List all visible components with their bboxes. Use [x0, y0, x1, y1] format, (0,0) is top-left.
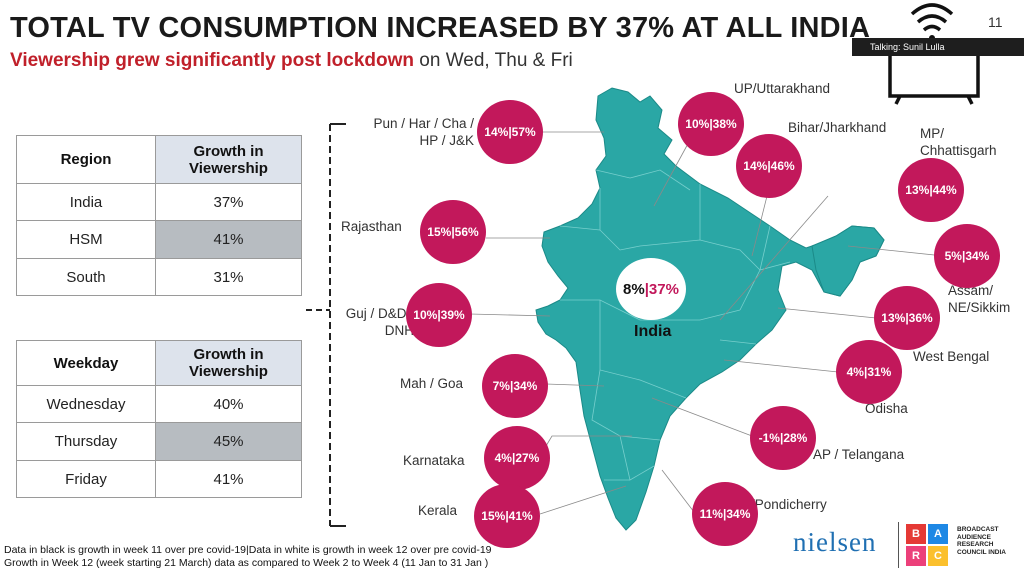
slide-title: TOTAL TV CONSUMPTION INCREASED BY 37% AT…	[10, 12, 871, 44]
table-row: Friday 41%	[16, 460, 302, 498]
region-value: 37%	[155, 183, 302, 221]
bubble-north: 14% | 57%	[477, 100, 543, 164]
region-label-north: Pun / Har / Cha / HP / J&K	[373, 116, 474, 148]
region-value: 31%	[155, 258, 302, 296]
bubble-bihar: 14% | 46%	[736, 134, 802, 198]
bubble-karnataka: 4% | 27%	[484, 426, 550, 490]
footnote-line1: Data in black is growth in week 11 over …	[4, 544, 492, 556]
weekday-name: Wednesday	[16, 385, 156, 423]
india-outline	[535, 87, 885, 531]
india-pink-value: 37%	[648, 280, 679, 298]
speaker-indicator: Talking: Sunil Lulla	[852, 38, 1024, 56]
table-row: Wednesday 40%	[16, 385, 302, 423]
region-label-up: UP/Uttarakhand	[734, 81, 831, 96]
barc-text: BROADCAST AUDIENCE RESEARCH COUNCIL INDI…	[957, 526, 1006, 556]
bubble-ap: -1% | 28%	[750, 406, 816, 470]
table-row: South 31%	[16, 258, 302, 296]
bubble-odisha: 4% | 31%	[836, 340, 902, 404]
region-label-maharashtra: Mah / Goa	[400, 376, 464, 391]
region-label-karnataka: Karnataka	[403, 453, 465, 468]
bubble-mp: 13% | 44%	[898, 158, 964, 222]
region-value: 41%	[155, 220, 302, 259]
northeast-outline	[811, 225, 885, 297]
subtitle-rest: on Wed, Thu & Fri	[414, 50, 573, 71]
region-label-gujarat: Guj / D&D / DNH	[345, 306, 414, 338]
weekday-value: 40%	[155, 385, 302, 423]
bubble-maharashtra: 7% | 34%	[482, 354, 548, 418]
region-label-mp: MP/ Chhattisgarh	[920, 126, 997, 158]
table-row: HSM 41%	[16, 220, 302, 259]
footnote-line2: Growth in Week 12 (week starting 21 Marc…	[4, 557, 489, 569]
weekday-table: Weekday Growth in Viewership Wednesday 4…	[16, 340, 302, 498]
region-label-ap: AP / Telangana	[813, 447, 905, 462]
region-label-kerala: Kerala	[418, 503, 458, 518]
bubble-westbengal: 13% | 36%	[874, 286, 940, 350]
bracket-divider	[306, 123, 346, 527]
state-borders	[559, 169, 791, 481]
table-row: India 37%	[16, 183, 302, 221]
india-total-bubble: 8% | 37%	[616, 258, 686, 320]
bubble-gujarat: 10% | 39%	[406, 283, 472, 347]
india-label: India	[634, 323, 672, 340]
region-growth-header: Growth in Viewership	[155, 135, 302, 184]
bubble-tn: 11% | 34%	[692, 482, 758, 546]
leader-lines	[469, 131, 945, 515]
subtitle-highlight: Viewership grew significantly post lockd…	[10, 50, 415, 71]
region-label-rajasthan: Rajasthan	[341, 219, 402, 234]
weekday-value: 41%	[155, 460, 302, 498]
bubble-up: 10% | 38%	[678, 92, 744, 156]
weekday-name: Friday	[16, 460, 156, 498]
region-label-bihar: Bihar/Jharkhand	[788, 120, 887, 135]
india-black-value: 8%	[623, 280, 645, 298]
region-header: Region	[16, 135, 156, 184]
logo-divider	[898, 522, 899, 568]
bubble-rajasthan: 15% | 56%	[420, 200, 486, 264]
barc-logo: B A R C	[906, 524, 950, 568]
slide-subtitle: Viewership grew significantly post lockd…	[10, 50, 573, 72]
bubble-assam: 5% | 34%	[934, 224, 1000, 288]
page-number: 11	[988, 14, 1003, 30]
region-label-odisha: Odisha	[865, 401, 908, 416]
weekday-value: 45%	[155, 422, 302, 461]
region-name: India	[16, 183, 156, 221]
region-label-westbengal: West Bengal	[913, 349, 990, 364]
bubble-kerala: 15% | 41%	[474, 484, 540, 548]
region-table: Region Growth in Viewership India 37% HS…	[16, 135, 302, 296]
region-name: South	[16, 258, 156, 296]
nielsen-logo: nielsen	[793, 527, 877, 557]
